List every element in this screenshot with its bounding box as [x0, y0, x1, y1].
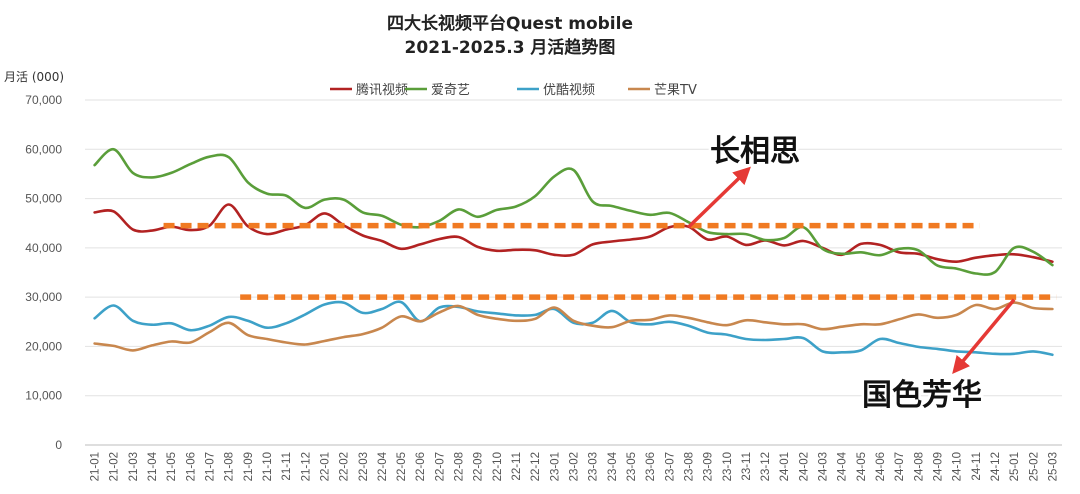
legend-label: 优酷视频 — [543, 83, 595, 98]
x-tick-label: 22-07 — [434, 452, 446, 481]
x-tick-label: 23-03 — [588, 452, 600, 481]
x-tick-label: 24-05 — [856, 452, 868, 481]
series-lines — [93, 148, 1054, 357]
x-tick-label: 23-02 — [569, 452, 581, 481]
x-tick-label: 22-08 — [454, 452, 466, 481]
annotation-label-guosefanghua: 国色芳华 — [862, 378, 982, 413]
x-tick-label: 24-01 — [779, 452, 791, 481]
chart-title-line-2: 2021-2025.3 月活趋势图 — [405, 37, 616, 58]
x-tick-label: 24-11 — [971, 452, 983, 481]
x-tick-label: 24-02 — [798, 452, 810, 481]
x-tick-label: 22-12 — [530, 452, 542, 481]
x-tick-label: 24-04 — [837, 451, 849, 481]
series-line-1 — [93, 148, 1054, 276]
x-tick-label: 22-01 — [319, 452, 331, 481]
x-tick-label: 24-03 — [818, 452, 830, 481]
x-tick-label: 24-08 — [913, 452, 925, 481]
x-tick-label: 21-09 — [243, 452, 255, 481]
y-tick-label: 10,000 — [25, 389, 62, 403]
x-tick-label: 21-02 — [109, 452, 121, 481]
y-tick-label: 70,000 — [25, 93, 62, 107]
x-tick-label: 21-12 — [300, 452, 312, 481]
x-tick-label: 23-05 — [626, 452, 638, 481]
x-tick-label: 25-02 — [1028, 452, 1040, 481]
x-tick-label: 23-09 — [703, 452, 715, 481]
x-tick-label: 22-06 — [415, 452, 427, 481]
x-tick-label: 21-03 — [128, 452, 140, 481]
annotation-arrow-1 — [952, 298, 1016, 374]
x-tick-label: 23-04 — [607, 451, 619, 481]
x-tick-label: 25-03 — [1047, 452, 1059, 481]
x-tick-label: 23-06 — [645, 452, 657, 481]
y-axis-label: 月活 (000) — [4, 70, 64, 84]
series-line-0 — [93, 203, 1054, 264]
y-tick-label: 50,000 — [25, 192, 62, 206]
x-tick-label: 21-05 — [166, 452, 178, 481]
x-tick-label: 22-09 — [473, 452, 485, 481]
legend-label: 芒果TV — [654, 82, 697, 98]
legend-label: 腾讯视频 — [356, 82, 408, 98]
x-tick-label: 23-10 — [722, 452, 734, 481]
x-tick-label: 24-12 — [990, 452, 1002, 481]
x-tick-label: 22-03 — [358, 452, 370, 481]
reference-lines — [163, 222, 1057, 300]
x-tick-label: 22-10 — [492, 452, 504, 481]
chart-title-line-1: 四大长视频平台Quest mobile — [387, 13, 633, 34]
legend: 腾讯视频 爱奇艺 优酷视频 芒果TV — [330, 82, 697, 98]
y-tick-label: 30,000 — [25, 290, 62, 304]
x-tick-label: 22-04 — [377, 451, 389, 481]
x-tick-label: 22-02 — [339, 452, 351, 481]
annotation-arrow-0 — [687, 166, 751, 229]
legend-label: 爱奇艺 — [431, 82, 470, 98]
x-tick-label: 21-01 — [90, 452, 102, 481]
y-tick-label: 20,000 — [25, 339, 62, 353]
x-tick-label: 23-07 — [664, 452, 676, 481]
y-tick-label: 0 — [55, 438, 62, 452]
x-tick-label: 21-06 — [185, 452, 197, 481]
x-tick-label: 23-01 — [549, 452, 561, 481]
y-tick-label: 40,000 — [25, 241, 62, 255]
x-tick-label: 24-06 — [875, 452, 887, 481]
x-tick-label: 21-11 — [281, 452, 293, 481]
x-tick-label: 24-10 — [952, 452, 964, 481]
series-line-2 — [93, 300, 1054, 357]
x-tick-label: 25-01 — [1009, 452, 1021, 481]
x-tick-label: 24-09 — [932, 452, 944, 481]
series-line-3 — [93, 301, 1054, 352]
x-tick-label: 22-11 — [511, 452, 523, 481]
y-tick-label: 60,000 — [25, 142, 62, 156]
x-tick-label: 21-10 — [262, 452, 274, 481]
x-tick-label: 23-12 — [760, 452, 772, 481]
x-tick-label: 24-07 — [894, 452, 906, 481]
annotation-label-changxiangsi: 长相思 — [710, 134, 800, 169]
x-tick-label: 21-07 — [205, 452, 217, 481]
x-axis: 21-01 21-02 21-03 21-04 21-05 21-06 21-07 21-08… — [90, 451, 1060, 481]
x-tick-label: 21-04 — [147, 451, 159, 481]
y-axis: 0 10,000 20,000 30,000 40,000 50,000 60,000 70,… — [25, 93, 62, 452]
x-tick-label: 23-08 — [683, 452, 695, 481]
x-tick-label: 21-08 — [224, 452, 236, 481]
x-tick-label: 23-11 — [741, 452, 753, 481]
x-tick-label: 22-05 — [396, 452, 408, 481]
